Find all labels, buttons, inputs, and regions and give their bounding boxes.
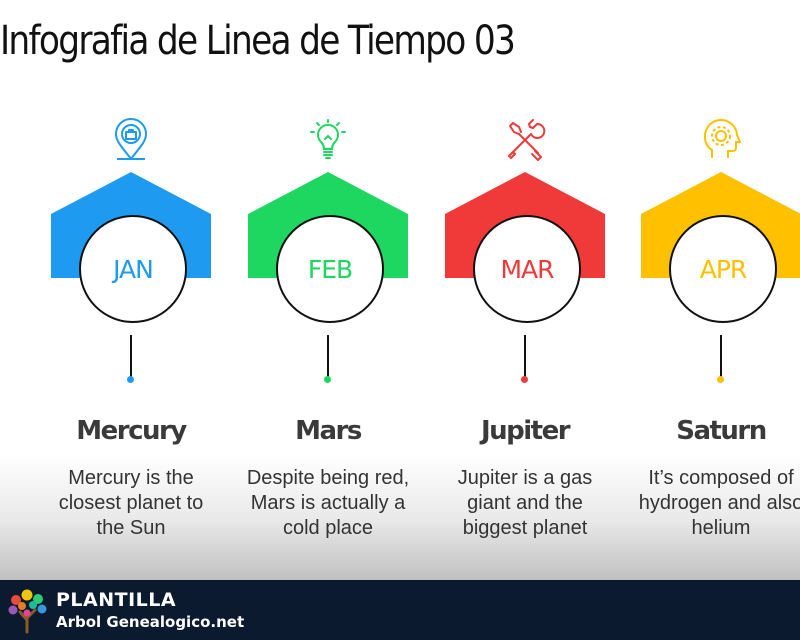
head-gear-icon [703,119,741,158]
connector-line [524,335,526,377]
tree-logo-icon [8,589,47,634]
connector-dot [521,376,528,383]
connector-line [327,335,329,377]
planet-name: Mars [295,416,362,446]
month-label: MAR [473,215,581,323]
planet-description: Jupiter is a gas giant and the biggest p… [457,467,593,539]
timeline-step-feb: FEB Mars Despite being red, Mars is actu… [247,0,409,580]
brand-name-line1: PLANTILLA [56,589,177,611]
planet-name: Jupiter [480,416,571,446]
brand-name-line2: Arbol Genealogico.net [56,613,245,631]
month-label: APR [669,215,777,323]
planet-name: Mercury [76,416,187,446]
planet-description: It’s composed of hydrogen and also heliu… [638,467,800,539]
connector-dot [324,376,331,383]
location-pin-icon [115,118,147,160]
planet-name: Saturn [676,416,767,446]
lightbulb-icon [310,119,346,159]
timeline-step-mar: MAR Jupiter Jupiter is a gas giant and t… [445,0,605,580]
brand-footer: PLANTILLA Arbol Genealogico.net [0,580,800,640]
page-title: Infografia de Linea de Tiempo 03 [0,18,516,64]
tools-icon [508,119,546,161]
connector-dot [127,376,134,383]
planet-description: Despite being red, Mars is actually a co… [246,467,410,539]
connector-line [130,335,132,377]
planet-description: Mercury is the closest planet to the Sun [58,467,204,539]
timeline-step-apr: APR Saturn It’s composed of hydrogen and… [639,0,800,580]
month-label: FEB [276,215,384,323]
month-label: JAN [79,215,187,323]
connector-line [720,335,722,377]
timeline-step-jan: JAN Mercury Mercury is the closest plane… [51,0,211,580]
connector-dot [717,376,724,383]
